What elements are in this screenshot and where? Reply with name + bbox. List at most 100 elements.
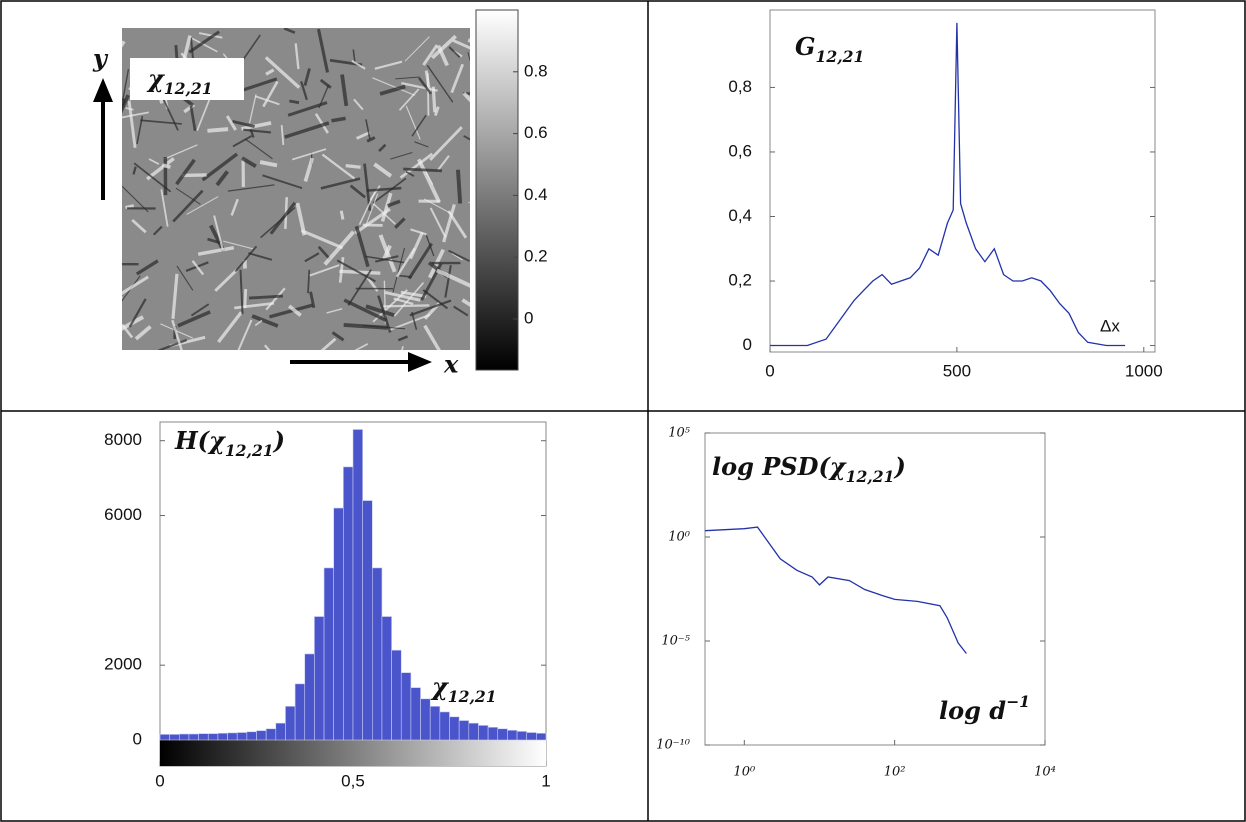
texture-stroke [424,170,434,186]
texture-stroke [122,111,149,119]
texture-stroke [201,152,239,182]
texture-stroke [300,80,308,101]
texture-stroke [436,268,470,288]
x-tick-label: 10⁴ [1034,765,1056,780]
texture-stroke [355,131,371,140]
texture-stroke [309,291,316,309]
texture-stroke [351,60,366,70]
x-tick-label: 10⁰ [733,765,756,780]
texture-stroke [125,204,135,209]
texture-stroke [132,166,137,175]
colorbar-tick-label: 0.8 [524,61,548,80]
texture-stroke [214,269,238,292]
bar [294,683,306,741]
texture-stroke [239,269,244,315]
texture-stroke [300,229,344,250]
y-tick-label: 6000 [104,505,142,524]
texture-stroke [237,319,253,350]
texture-stroke [175,187,201,205]
texture-stroke [288,304,302,317]
texture-stroke [248,252,273,261]
gradient-bar [160,740,546,766]
texture-stroke [343,298,387,322]
bar [468,722,479,741]
texture-stroke [398,88,420,111]
texture-stroke [349,184,366,199]
texture-stroke [269,303,314,319]
bar [400,672,412,741]
bar [275,722,286,741]
texture-stroke [122,94,130,114]
texture-stroke [422,44,439,66]
texture-stroke [283,28,296,34]
y-tick-label: 0 [743,335,752,354]
y-tick-label: 10⁻⁵ [661,634,690,649]
y-tick-label: 2000 [104,655,142,674]
texture-stroke [418,77,432,95]
x-tick-label: 0 [765,361,774,380]
texture-stroke [414,141,429,148]
texture-stroke [447,210,468,239]
bar [410,687,421,741]
texture-stroke [374,60,403,70]
texture-stroke [160,189,169,227]
texture-stroke [223,240,253,250]
texture-stroke [331,116,346,123]
texture-stroke [234,301,275,310]
texture-stroke [463,135,470,141]
texture-stroke [433,106,440,116]
bar [188,733,199,741]
texture-stroke [394,217,406,229]
texture-stroke [362,324,406,330]
texture-stroke [244,138,273,160]
chart-title-part: 12,21 [816,47,865,66]
texture-stroke [336,259,376,283]
texture-stroke [354,225,370,268]
line [770,22,1126,347]
texture-stroke [241,156,257,169]
bar [179,733,190,741]
y-axis-label: y [92,44,109,73]
y-tick-label: 0,4 [728,206,752,225]
texture-stroke [401,81,438,92]
texture-stroke [358,191,376,225]
chart-title-part: log PSD(χ [712,452,847,481]
texture-stroke [217,311,243,344]
texture-stroke [375,255,399,263]
chart-title-part: 12,21 [225,441,274,460]
texture-stroke [393,282,425,317]
texture-stroke [248,94,257,124]
texture-stroke [430,34,457,60]
bar [381,616,392,741]
texture-stroke [262,174,303,190]
texture-stroke [280,125,285,145]
texture-stroke [189,105,197,132]
texture-stroke [399,152,434,179]
texture-stroke [407,242,433,280]
texture-stroke [190,303,210,317]
y-tick-label: 0,2 [728,271,752,290]
texture-stroke [400,290,427,298]
texture-stroke [307,269,311,294]
bar [227,732,238,741]
texture-stroke [378,143,387,153]
image-label: χ12,21 [146,64,213,98]
texture-stroke [171,319,183,350]
texture-stroke [243,128,272,134]
y-tick-label: 10⁻¹⁰ [656,738,691,753]
texture-stroke [262,80,279,108]
texture-stroke [127,100,137,148]
texture-stroke [429,207,447,238]
texture-stroke [303,68,311,86]
bar [458,720,470,741]
texture-stroke [409,299,452,317]
texture-stroke [321,153,356,180]
texture-stroke [284,121,330,139]
bar [343,466,354,741]
y-tick-label: 0,8 [728,77,752,96]
texture-stroke [453,305,469,317]
texture-stroke [241,121,272,131]
texture-stroke [309,264,340,277]
chart-title-part: H(χ [174,426,226,455]
